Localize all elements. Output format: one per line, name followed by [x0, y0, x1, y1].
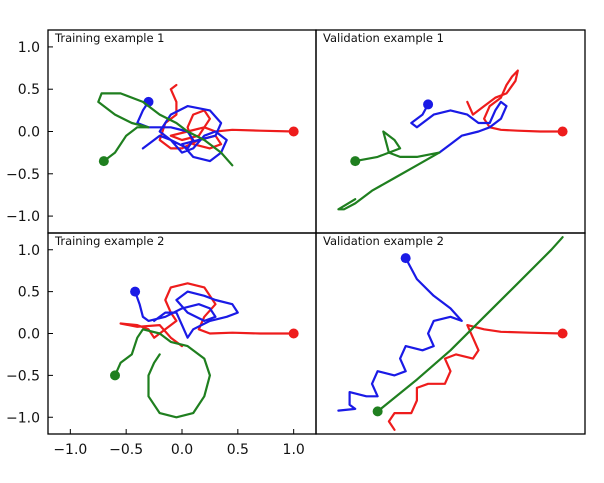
- y-tick-label: −0.5: [6, 368, 40, 384]
- x-tick-label: −0.5: [109, 442, 143, 458]
- green-start-point: [110, 370, 120, 381]
- green-trajectory-line: [376, 236, 564, 413]
- x-tick-label: −1.0: [53, 442, 87, 458]
- panel-2: Validation example 1: [315, 29, 586, 234]
- panel-2-series: [337, 69, 568, 211]
- y-tick-label: −1.0: [6, 410, 40, 426]
- red-start-point: [557, 328, 568, 339]
- red-trajectory-line: [158, 83, 295, 150]
- green-start-point: [372, 406, 383, 417]
- green-trajectory-line: [97, 92, 234, 167]
- blue-trajectory-line: [134, 290, 239, 339]
- panel-1-series: [97, 83, 299, 167]
- green-trajectory-line: [113, 328, 211, 419]
- panel-4: Validation example 2: [315, 232, 586, 435]
- panel-1: Training example 1: [47, 29, 317, 234]
- y-tick-label: 0.0: [18, 125, 40, 141]
- y-tick-label: −1.0: [6, 209, 40, 225]
- y-tick-label: 0.5: [18, 82, 40, 98]
- green-trajectory-line: [337, 130, 441, 211]
- green-start-point: [350, 156, 361, 167]
- y-tick-label: 1.0: [18, 243, 40, 259]
- red-trajectory-line: [387, 324, 564, 431]
- panel-title: Training example 1: [54, 31, 165, 45]
- panel-frame: [315, 232, 586, 435]
- green-start-point: [98, 156, 109, 167]
- red-trajectory-line: [466, 69, 564, 133]
- blue-start-point: [400, 253, 411, 264]
- x-tick-label: 1.0: [283, 442, 305, 458]
- y-tick-label: 1.0: [18, 40, 40, 56]
- y-tick-label: 0.5: [18, 285, 40, 301]
- red-start-point: [288, 126, 299, 137]
- x-tick-label: 0.5: [227, 442, 249, 458]
- blue-trajectory-line: [410, 100, 508, 154]
- blue-trajectory-line: [136, 100, 228, 163]
- blue-trajectory-line: [337, 257, 463, 412]
- axes-layer: 1.0 0.5 0.0 −0.5 −1.0 1.0 0.5 0.0 −0.5 −1.0 −1.0 −0…: [6, 40, 305, 458]
- red-start-point: [557, 126, 568, 137]
- red-start-point: [288, 328, 299, 339]
- red-trajectory-line: [119, 282, 295, 348]
- panels-layer: Training example 1 Validation example 1 Tr…: [47, 29, 586, 435]
- panel-title: Validation example 2: [323, 234, 444, 248]
- panel-3-series: [110, 282, 299, 419]
- panel-4-series: [337, 236, 568, 431]
- blue-start-point: [423, 99, 434, 110]
- panel-3: Training example 2: [47, 232, 317, 435]
- panel-title: Training example 2: [54, 234, 165, 248]
- y-tick-label: 0.0: [18, 327, 40, 343]
- y-tick-label: −0.5: [6, 167, 40, 183]
- x-tick-label: 0.0: [171, 442, 193, 458]
- blue-start-point: [130, 286, 141, 297]
- panel-title: Validation example 1: [323, 31, 444, 45]
